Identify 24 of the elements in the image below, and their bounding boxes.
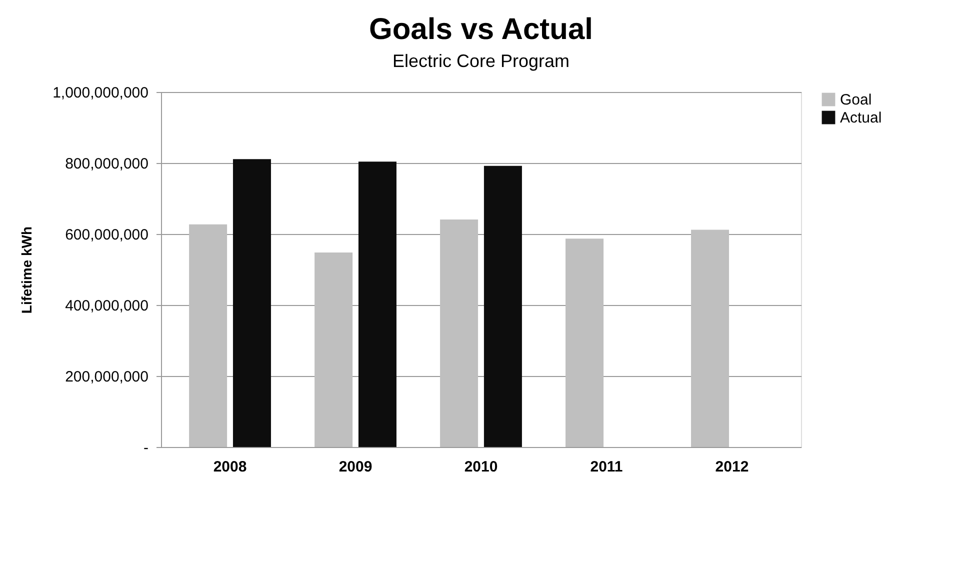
legend-label: Actual — [840, 110, 882, 126]
x-tick-label: 2012 — [715, 458, 749, 476]
x-tick-label: 2009 — [338, 458, 372, 476]
bar — [484, 166, 522, 447]
bar — [440, 219, 478, 447]
chart-subtitle: Electric Core Program — [392, 51, 570, 71]
bar — [314, 252, 353, 447]
y-tick-label: 400,000,000 — [65, 298, 148, 314]
y-tick-label: 800,000,000 — [65, 156, 148, 172]
chart-title: Goals vs Actual — [369, 13, 593, 46]
bar — [232, 159, 271, 447]
legend-label: Goal — [840, 92, 872, 108]
x-tick-label: 2010 — [464, 458, 498, 476]
y-axis-title: Lifetime kWh — [18, 226, 35, 314]
bar — [189, 224, 228, 447]
x-tick-label: 2011 — [590, 458, 623, 476]
y-tick-label: 200,000,000 — [65, 368, 148, 386]
y-tick-label: 600,000,000 — [65, 226, 148, 244]
y-tick-label: 1,000,000,000 — [52, 84, 148, 102]
bar — [358, 162, 396, 447]
y-tick-label: - — [144, 440, 148, 456]
bar — [566, 238, 604, 447]
x-tick-label: 2008 — [213, 458, 247, 476]
bar — [691, 230, 730, 447]
